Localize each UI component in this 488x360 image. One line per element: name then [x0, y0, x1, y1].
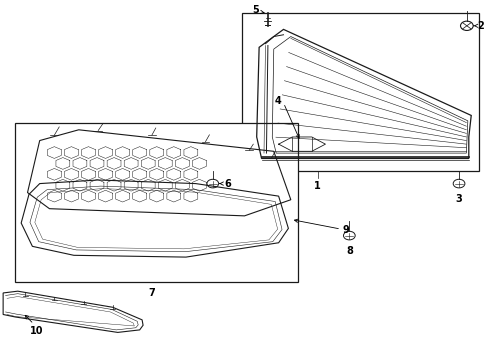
Text: 5: 5 [252, 5, 259, 15]
Text: 10: 10 [30, 326, 43, 336]
Text: 4: 4 [274, 96, 281, 106]
Bar [242, 13, 478, 171]
Text: 1: 1 [314, 181, 320, 191]
Text: 2: 2 [477, 21, 483, 31]
Text: 7: 7 [148, 288, 155, 298]
Text: 9: 9 [341, 225, 348, 235]
Text: 3: 3 [455, 194, 462, 204]
Text: 6: 6 [224, 179, 230, 189]
Bar [15, 123, 298, 282]
Text: 8: 8 [345, 246, 352, 256]
